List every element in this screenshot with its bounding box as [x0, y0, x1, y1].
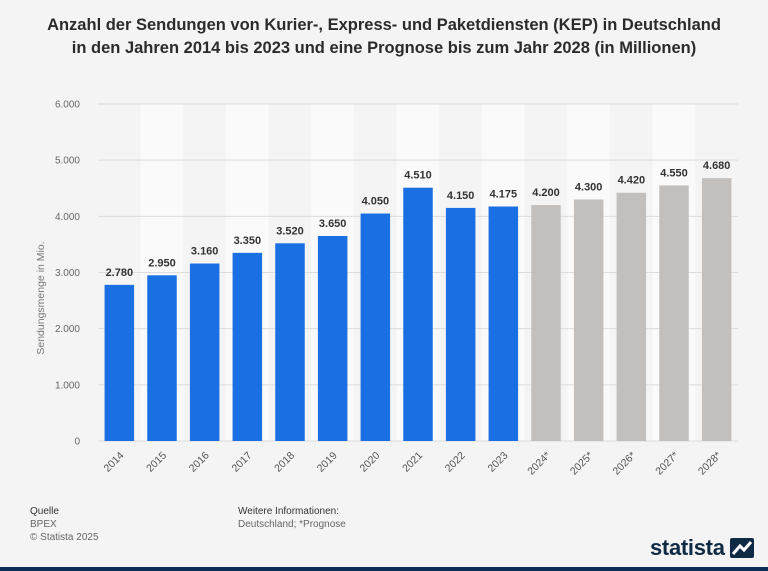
y-tick-label: 6.000 [55, 100, 80, 111]
data-label: 3.520 [276, 225, 304, 237]
x-tick-label: 2019 [315, 450, 340, 475]
x-tick-label: 2028* [696, 450, 724, 478]
x-axis-ticks: 2014 2015 2016 2017 2018 2019 2020 2021 2022 2023… [101, 450, 723, 478]
statista-brand[interactable]: statista [650, 534, 754, 562]
bar-2026-forecast [616, 192, 647, 441]
source-name: BPEX [30, 519, 57, 530]
x-tick-label: 2023 [485, 450, 510, 475]
bar-2019 [317, 235, 348, 441]
bar-2028-forecast [701, 178, 732, 441]
bar-2016 [189, 263, 220, 441]
bar-2025-forecast [573, 199, 604, 441]
data-label: 3.160 [191, 246, 219, 258]
bar-chart: 0 1.000 2.000 3.000 4.000 5.000 6.000 2.780 2.9… [35, 100, 738, 478]
x-tick-label: 2020 [357, 450, 382, 475]
x-tick-label: 2027* [653, 450, 681, 478]
data-label: 3.650 [319, 218, 347, 230]
x-tick-label: 2021 [400, 450, 425, 475]
source-heading: Quelle [30, 506, 59, 517]
bar-2020 [360, 213, 391, 441]
x-tick-label: 2024* [525, 450, 553, 478]
brand-name: statista [650, 535, 725, 560]
y-tick-label: 0 [74, 437, 80, 448]
statista-logo-icon [729, 538, 754, 558]
data-label: 4.200 [532, 187, 560, 199]
y-tick-label: 5.000 [55, 156, 80, 167]
bar-2027-forecast [659, 185, 689, 441]
data-label: 2.780 [106, 267, 134, 279]
data-label: 3.350 [234, 235, 262, 247]
x-tick-label: 2018 [272, 450, 297, 475]
data-label: 4.420 [618, 175, 646, 187]
bar-2021 [403, 187, 433, 441]
data-label: 4.550 [660, 167, 688, 179]
y-axis-ticks: 0 1.000 2.000 3.000 4.000 5.000 6.000 [55, 100, 80, 448]
x-tick-label: 2026* [611, 450, 639, 478]
data-label: 4.300 [575, 181, 603, 193]
data-label: 4.680 [703, 160, 731, 172]
info-block: Weitere Informationen: Deutschland; *Pro… [238, 505, 346, 531]
bar-2024-forecast [531, 205, 561, 441]
x-tick-label: 2015 [144, 450, 169, 475]
data-label: 4.150 [447, 190, 475, 202]
y-tick-label: 1.000 [55, 380, 80, 391]
bottom-accent-bar [0, 567, 768, 571]
data-labels: 2.780 2.950 3.160 3.350 3.520 3.650 4.050 4.510… [106, 160, 731, 279]
bar-2022 [445, 207, 476, 441]
bars [104, 178, 732, 441]
y-tick-label: 2.000 [55, 324, 80, 335]
bar-2023 [488, 206, 519, 441]
data-label: 4.050 [362, 196, 390, 208]
bar-2017 [232, 252, 263, 441]
x-tick-label: 2017 [229, 450, 254, 475]
data-label: 4.510 [404, 170, 432, 182]
data-label: 2.950 [148, 257, 176, 269]
x-tick-label: 2022 [443, 450, 468, 475]
x-tick-label: 2014 [101, 450, 126, 475]
y-tick-label: 4.000 [55, 212, 80, 223]
data-label: 4.175 [490, 189, 518, 201]
copyright: © Statista 2025 [30, 532, 99, 543]
x-tick-label: 2025* [568, 450, 596, 478]
y-tick-label: 3.000 [55, 268, 80, 279]
x-tick-label: 2016 [187, 450, 212, 475]
y-axis-label: Sendungsmenge in Mio. [35, 241, 47, 354]
bar-2014 [104, 284, 135, 441]
bar-2015 [147, 275, 177, 441]
chart-title: Anzahl der Sendungen von Kurier-, Expres… [47, 16, 721, 57]
info-heading: Weitere Informationen: [238, 506, 339, 517]
bar-2018 [275, 243, 305, 441]
info-text: Deutschland; *Prognose [238, 519, 346, 530]
source-block: Quelle BPEX © Statista 2025 [30, 505, 99, 544]
